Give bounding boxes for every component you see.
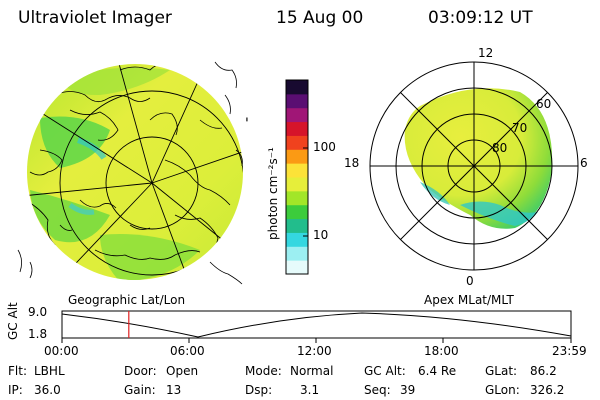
image-time: 03:09:12 UT (428, 8, 533, 28)
mlat-mlt-plot (369, 61, 579, 271)
dsp-value: 3.1 (300, 383, 320, 397)
timeline-x-0600: 06:00 (170, 344, 205, 358)
timeline-y-max: 9.0 (28, 305, 48, 319)
colorbar-segment (286, 246, 308, 261)
filter-label: Flt: (8, 364, 27, 378)
colorbar-segment (286, 163, 308, 178)
mlt-label-12: 12 (478, 46, 494, 60)
colorbar-segment (286, 190, 308, 206)
door-value: Open (166, 364, 199, 378)
timeline-ticks (61, 338, 572, 343)
gcalt-label: GC Alt: (364, 364, 406, 378)
door-label: Door: (124, 364, 157, 378)
filter-value: LBHL (34, 364, 65, 378)
glat-label: GLat: (485, 364, 518, 378)
colorbar-segment (286, 107, 308, 123)
colorbar-frame (285, 79, 309, 275)
ip-label: IP: (8, 383, 23, 397)
mlat-mlt-grid (369, 61, 579, 271)
mlt-label-18: 18 (344, 156, 360, 170)
colorbar-tick-10: 10 (313, 228, 329, 242)
mode-value: Normal (290, 364, 334, 378)
auroral-oval-magnetic (404, 88, 553, 229)
colorbar-segment (286, 121, 308, 136)
glat-value: 86.2 (530, 364, 557, 378)
mlt-label-0: 0 (466, 274, 474, 288)
timeline-x-0000: 00:00 (44, 344, 79, 358)
mlat-label-60: 60 (536, 97, 552, 111)
colorbar-segment (286, 93, 308, 109)
colorbar-tick-100: 100 (313, 140, 336, 154)
left-panel-caption: Geographic Lat/Lon (68, 293, 186, 307)
timeline-axis-label: GC Alt (6, 302, 20, 340)
glon-label: GLon: (485, 383, 520, 397)
colorbar-segment (286, 260, 308, 275)
timeline-x-1800: 18:00 (424, 344, 459, 358)
instrument-title: Ultraviolet Imager (18, 8, 172, 28)
left-panel-marker: ' (245, 116, 249, 132)
colorbar-segment (286, 232, 308, 247)
gc-altitude-curve (61, 312, 572, 338)
mode-label: Mode: (245, 364, 282, 378)
mlat-label-80: 80 (492, 141, 508, 155)
colorbar-segment (286, 149, 308, 164)
colorbar-segment (286, 80, 308, 95)
mlt-label-6: 6 (580, 156, 588, 170)
gain-label: Gain: (124, 383, 156, 397)
colorbar (285, 79, 309, 275)
timeline-y-min: 1.8 (28, 327, 48, 341)
geographic-grid (27, 64, 243, 280)
gcalt-value: 6.4 Re (418, 364, 457, 378)
colorbar-segment (286, 135, 308, 150)
timeline-x-1200: 12:00 (297, 344, 332, 358)
colorbar-segment (286, 218, 308, 233)
image-date: 15 Aug 00 (276, 8, 364, 28)
colorbar-segment (286, 177, 308, 192)
right-panel-caption: Apex MLat/MLT (424, 293, 514, 307)
colorbar-segment (286, 204, 308, 220)
timeline-x-2359: 23:59 (552, 344, 587, 358)
seq-label: Seq: (364, 383, 391, 397)
mlat-label-70: 70 (512, 121, 528, 135)
gain-value: 13 (166, 383, 182, 397)
dsp-label: Dsp: (245, 383, 273, 397)
glon-value: 326.2 (530, 383, 565, 397)
ip-value: 36.0 (34, 383, 61, 397)
seq-value: 39 (400, 383, 416, 397)
